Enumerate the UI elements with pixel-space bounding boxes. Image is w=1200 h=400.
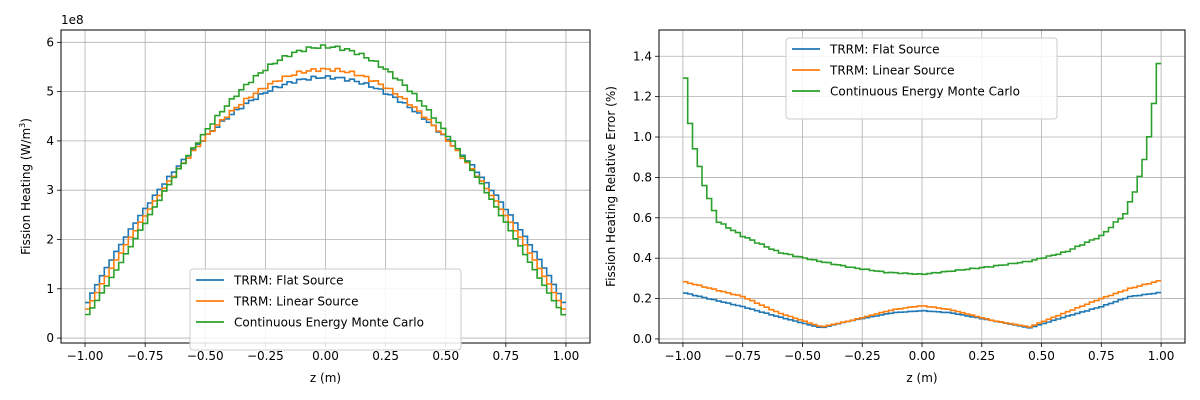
y-tick-label: 0.0 [633,332,652,346]
right-series-group [682,62,1162,329]
left-y-axis-label-superscript: 3 [18,123,27,128]
x-tick-label: 0.25 [372,349,399,363]
left-x-ticks: −1.00 −0.75 −0.50 −0.25 0.00 0.25 0.50 0.75 1.00 [67,343,580,363]
left-series-group [85,44,566,316]
series-line-1 [682,280,1162,328]
x-tick-label: −0.75 [127,349,164,363]
y-tick-label: 1.2 [633,90,652,104]
right-y-ticks: 0.0 0.2 0.4 0.6 0.8 1.0 1.2 1.4 [633,49,659,346]
x-tick-label: 0.00 [909,349,936,363]
legend-label: TRRM: Flat Source [233,274,344,288]
legend-label: Continuous Energy Monte Carlo [234,316,424,330]
right-gridlines [659,30,1185,343]
series-line-0 [682,291,1162,329]
y-tick-label: 3 [46,183,54,197]
y-tick-label: 0 [46,331,54,345]
x-tick-label: −0.25 [247,349,284,363]
x-tick-label: −0.25 [844,349,881,363]
left-gridlines [61,30,590,343]
x-tick-label: −1.00 [67,349,104,363]
legend-box [189,268,462,351]
left-x-axis-label: z (m) [310,371,341,385]
legend-label: Continuous Energy Monte Carlo [830,85,1020,99]
left-offset-text: 1e8 [61,13,84,27]
y-tick-label: 0.2 [633,292,652,306]
x-tick-label: 0.75 [1088,349,1115,363]
x-tick-label: 0.50 [1028,349,1055,363]
left-y-axis-label-tail: ) [19,118,33,123]
y-tick-label: 0.4 [633,251,652,265]
left-legend: TRRM: Flat Source TRRM: Linear Source Cont… [189,268,462,351]
x-tick-label: 0.25 [968,349,995,363]
right-legend: TRRM: Flat Source TRRM: Linear Source Cont… [785,37,1058,120]
right-x-axis-label: z (m) [906,371,937,385]
x-tick-label: 1.00 [553,349,580,363]
left-y-axis-label: Fission Heating (W/m3) [18,118,33,255]
legend-label: TRRM: Flat Source [829,43,940,57]
right-y-axis-label: Fission Heating Relative Error (%) [604,86,618,287]
x-tick-label: −0.75 [724,349,761,363]
series-line-2 [85,44,566,316]
chart-right: −1.00 −0.75 −0.50 −0.25 0.00 0.25 0.50 0.75 1.00… [604,29,1186,385]
series-line-2 [682,62,1162,276]
y-tick-label: 1.0 [633,130,652,144]
x-tick-label: 0.00 [312,349,339,363]
y-tick-label: 5 [46,85,54,99]
right-x-ticks: −1.00 −0.75 −0.50 −0.25 0.00 0.25 0.50 0.75 1.00 [665,343,1175,363]
legend-label: TRRM: Linear Source [829,64,955,78]
y-tick-label: 1 [46,282,54,296]
y-tick-label: 0.8 [633,170,652,184]
legend-label: TRRM: Linear Source [233,295,359,309]
y-tick-label: 6 [46,35,54,49]
x-tick-label: −0.50 [187,349,224,363]
legend-box [785,37,1058,120]
x-tick-label: −0.50 [784,349,821,363]
y-tick-label: 4 [46,134,54,148]
left-y-axis-label-main: Fission Heating (W/m [19,128,33,255]
y-tick-label: 2 [46,232,54,246]
y-tick-label: 1.4 [633,49,652,63]
chart-left: −1.00 −0.75 −0.50 −0.25 0.00 0.25 0.50 0.75 1.00… [18,13,591,385]
x-tick-label: 0.50 [432,349,459,363]
x-tick-label: −1.00 [665,349,702,363]
left-y-ticks: 0 1 2 3 4 5 6 [46,35,61,345]
y-tick-label: 0.6 [633,211,652,225]
x-tick-label: 1.00 [1148,349,1175,363]
x-tick-label: 0.75 [492,349,519,363]
